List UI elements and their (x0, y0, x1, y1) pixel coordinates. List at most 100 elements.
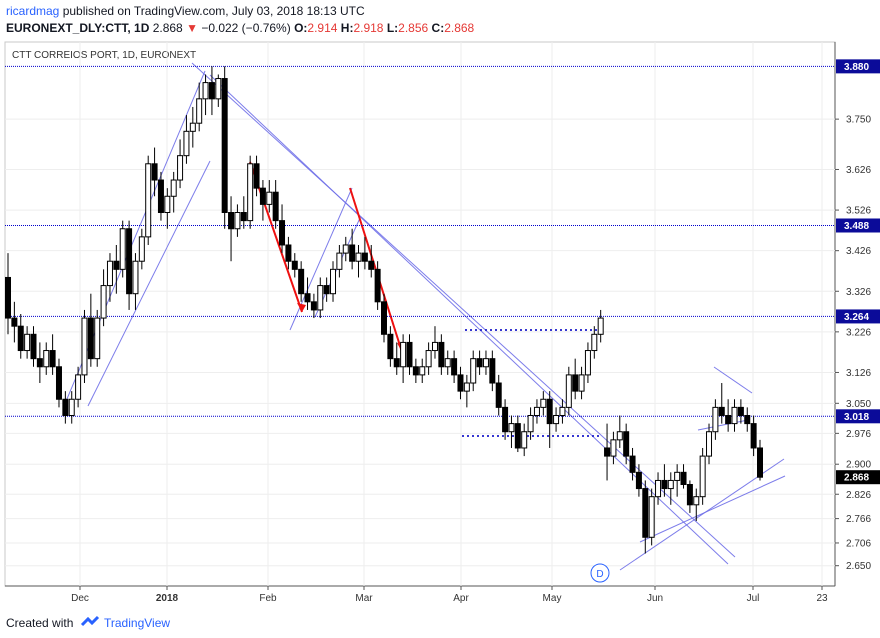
candle-body-29 (189, 122, 196, 132)
symbol-label: EURONEXT_DLY:CTT, 1D (6, 21, 150, 35)
candle-body-93 (597, 317, 604, 335)
x-tick-label-2: Feb (259, 593, 277, 604)
candle-body-13 (87, 317, 94, 360)
level-tag-bg-2 (836, 309, 880, 324)
candle-body-69 (444, 358, 451, 368)
trend-line-11 (713, 366, 753, 394)
candle-body-12 (81, 317, 88, 376)
candle-body-20 (132, 260, 139, 295)
candle-body-74 (476, 358, 483, 368)
candle-body-18 (119, 228, 126, 270)
candle-body-9 (62, 398, 69, 416)
candle-body-1 (11, 317, 18, 327)
candle-body-36 (234, 212, 241, 230)
tradingview-logo-icon[interactable] (80, 615, 100, 632)
low-value: 2.856 (398, 21, 429, 35)
publish-line: ricardmag published on TradingView.com, … (6, 4, 365, 18)
candle-body-52 (336, 252, 343, 270)
candle-body-101 (648, 496, 655, 538)
candle-body-51 (330, 268, 337, 295)
candle-body-49 (317, 285, 324, 311)
candle-body-116 (744, 414, 751, 425)
candle-body-14 (94, 317, 101, 360)
candle-body-34 (221, 78, 228, 214)
candle-body-26 (170, 179, 177, 197)
candle-body-10 (68, 398, 75, 416)
open-value: 2.914 (307, 21, 338, 35)
candle-body-70 (451, 358, 458, 376)
candle-body-61 (393, 358, 400, 368)
trend-line-1 (87, 160, 211, 407)
candle-body-102 (655, 479, 662, 498)
candle-body-96 (616, 431, 623, 441)
change-arrow-icon: ▼ (186, 21, 198, 35)
candle-body-84 (540, 398, 547, 408)
time-axis-ticks: Dec 2018 Feb Mar Apr May Jun Jul 23 (71, 586, 828, 604)
candle-body-64 (412, 366, 419, 376)
candle-body-38 (247, 163, 254, 222)
level-tag-label-1: 3.488 (844, 221, 869, 232)
candle-body-78 (502, 406, 509, 433)
y-tick-label-11: 2.766 (846, 514, 871, 525)
candle-body-67 (431, 341, 438, 352)
high-value: 2.918 (353, 21, 384, 35)
candle-body-31 (202, 82, 209, 100)
y-tick-label-9: 2.900 (846, 460, 871, 471)
dividend-marker-label: D (596, 569, 603, 580)
candle-body-39 (253, 163, 260, 189)
candle-body-65 (419, 366, 426, 376)
level-tag-label-2: 3.264 (844, 312, 869, 323)
level-tag-3: 3.018 (836, 409, 880, 424)
x-tick-label-5: May (543, 593, 562, 604)
candle-body-33 (215, 78, 222, 100)
candle-body-75 (482, 358, 489, 368)
y-tick-label-8: 2.976 (846, 429, 871, 440)
candle-body-35 (228, 212, 235, 230)
candle-body-97 (623, 431, 630, 457)
tradingview-brand-link[interactable]: TradingView (104, 616, 171, 630)
level-tag-bg-0 (836, 59, 880, 74)
candle-body-44 (285, 244, 292, 262)
level-tag-1: 3.488 (836, 218, 880, 233)
low-label: L: (386, 21, 399, 35)
created-with-label: Created with (6, 616, 74, 630)
candle-body-25 (164, 195, 171, 214)
price-chart[interactable]: CTT CORREIOS PORT, 1D, EURONEXT 3.750 3.6… (0, 40, 880, 607)
y-tick-label-7: 3.050 (846, 399, 871, 410)
horizontal-levels (5, 65, 835, 417)
current-price-tag: 2.868 (836, 470, 880, 485)
candle-body-8 (55, 366, 62, 400)
candle-body-17 (113, 260, 120, 270)
chart-title: CTT CORREIOS PORT, 1D, EURONEXT (12, 50, 196, 61)
last-price: 2.868 (152, 21, 183, 35)
candle-body-76 (489, 358, 496, 384)
candle-body-111 (712, 406, 719, 433)
candle-body-114 (731, 406, 738, 425)
candle-body-41 (266, 191, 273, 205)
dividend-marker-icon[interactable] (590, 563, 610, 583)
level-tag-0: 3.880 (836, 59, 880, 74)
candle-body-6 (43, 350, 50, 368)
candle-body-91 (584, 350, 591, 376)
candle-body-104 (667, 479, 674, 490)
trend-line-6 (619, 458, 785, 571)
candle-body-85 (546, 398, 553, 425)
candle-body-113 (725, 414, 732, 425)
x-tick-label-4: Apr (453, 593, 469, 604)
candle-body-50 (323, 285, 330, 295)
candle-body-53 (342, 244, 349, 254)
candle-body-105 (674, 471, 681, 481)
author-link[interactable]: ricardmag (6, 4, 60, 18)
candle-body-103 (661, 479, 668, 490)
level-tag-2: 3.264 (836, 309, 880, 324)
event-marker[interactable]: D (590, 563, 610, 583)
candle-body-22 (145, 163, 152, 238)
candle-body-15 (100, 285, 107, 319)
candle-body-100 (642, 488, 649, 538)
candle-body-87 (559, 406, 566, 416)
y-tick-label-13: 2.650 (846, 561, 871, 572)
candle-body-72 (463, 382, 470, 392)
candle-body-83 (533, 406, 540, 416)
candle-body-58 (374, 268, 381, 303)
candle-body-99 (635, 471, 642, 490)
